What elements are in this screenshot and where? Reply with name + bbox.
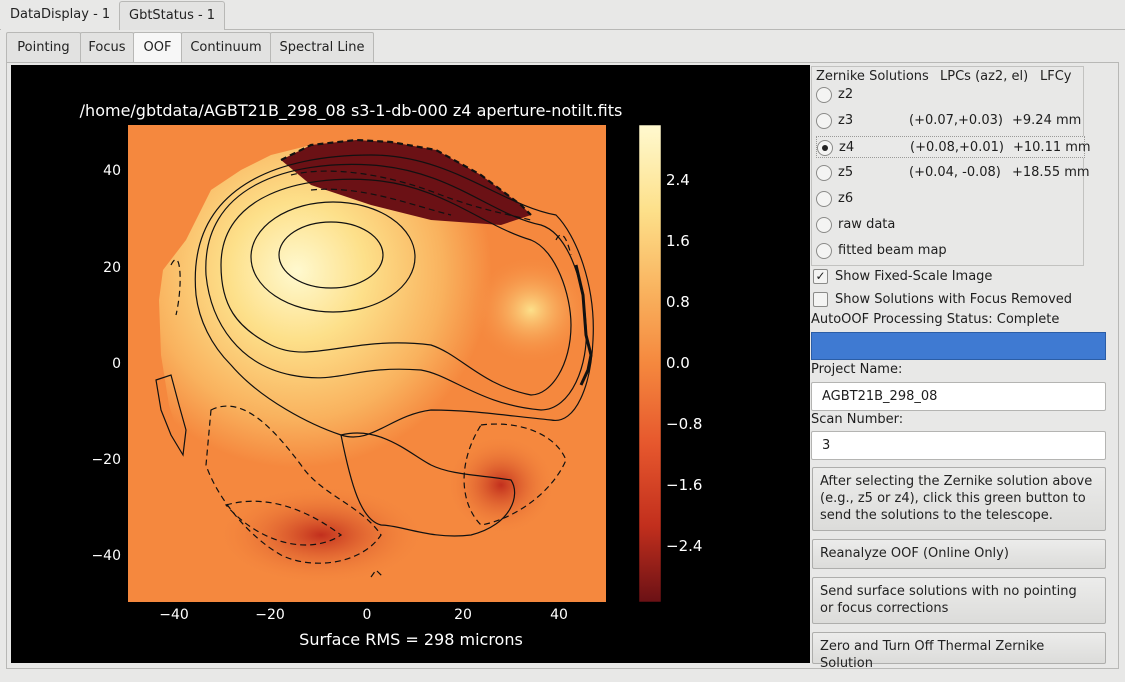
x-tick-label: 40 (550, 607, 568, 623)
y-tick-label: 40 (103, 163, 121, 179)
radio-button[interactable] (816, 165, 832, 181)
zernike-option-z4[interactable]: z4 (+0.08,+0.01) +10.11 mm (816, 136, 1091, 158)
aperture-plot: /home/gbtdata/AGBT21B_298_08 s3-1-db-000… (11, 65, 810, 663)
checkbox-unchecked[interactable] (813, 292, 828, 307)
warm-lobe-east (471, 255, 591, 365)
colorbar-tick-label: −2.4 (666, 537, 702, 555)
solid-contours (155, 154, 594, 537)
zernike-option-z5[interactable]: z5 (+0.04, -0.08) +18.55 mm (816, 162, 1090, 184)
radio-button[interactable] (816, 191, 832, 207)
radio-button[interactable] (816, 243, 832, 259)
zernike-option-lpc: (+0.04, -0.08) (909, 165, 1001, 180)
zernike-header-title: Zernike Solutions (816, 69, 929, 84)
zernike-option-label: z5 (838, 165, 854, 180)
radio-button[interactable] (816, 87, 832, 103)
colorbar-tick-label: 0.8 (666, 293, 690, 311)
y-tick-label: −40 (91, 548, 121, 564)
scan-number-label: Scan Number: (811, 412, 904, 427)
processing-status-label: AutoOOF Processing Status: Complete (811, 312, 1060, 327)
zernike-option-lfc: +18.55 mm (1012, 165, 1090, 180)
y-tick-label: 20 (103, 260, 121, 276)
y-axis-ticks: 40 20 0 −20 −40 (91, 163, 121, 564)
zernike-option-label: z6 (838, 191, 854, 206)
zernike-option-z6[interactable]: z6 (816, 188, 1085, 210)
y-tick-label: 0 (112, 356, 121, 372)
control-panel: Zernike Solutions LPCs (az2, el) LFCy z2… (811, 62, 1111, 671)
checkbox-checked[interactable]: ✓ (813, 269, 828, 284)
surface-rms-label: Surface RMS = 298 microns (299, 630, 523, 649)
window-tab-bar: DataDisplay - 1 GbtStatus - 1 (0, 0, 1125, 30)
tab-continuum[interactable]: Continuum (181, 32, 271, 63)
y-tick-label: −20 (91, 452, 121, 468)
project-name-label: Project Name: (811, 362, 903, 377)
radio-button[interactable] (816, 113, 832, 129)
x-axis-ticks: −40 −20 0 20 40 (159, 607, 568, 623)
colorbar-ticks: 2.4 1.6 0.8 0.0 −0.8 −1.6 −2.4 (666, 171, 702, 555)
x-tick-label: 20 (454, 607, 472, 623)
colorbar-tick-label: 1.6 (666, 232, 690, 250)
radio-button[interactable] (816, 217, 832, 233)
show-focus-removed-label: Show Solutions with Focus Removed (835, 292, 1073, 307)
colorbar-tick-label: −1.6 (666, 476, 702, 494)
x-tick-label: 0 (363, 607, 372, 623)
zernike-option-z3[interactable]: z3 (+0.07,+0.03) +9.24 mm (816, 110, 1085, 132)
zernike-option-z2[interactable]: z2 (816, 84, 1085, 106)
zernike-header-lpc: LPCs (az2, el) (940, 69, 1029, 84)
zernike-option-label: fitted beam map (838, 243, 947, 258)
radio-button-selected[interactable] (817, 140, 833, 156)
zernike-option-lpc: (+0.08,+0.01) (910, 140, 1004, 155)
zernike-option-label: z4 (839, 140, 855, 155)
send-solutions-button[interactable]: After selecting the Zernike solution abo… (812, 467, 1106, 531)
cold-region-southeast (446, 435, 556, 535)
zernike-option-label: z2 (838, 87, 854, 102)
zernike-option-lpc: (+0.07,+0.03) (909, 113, 1003, 128)
zernike-option-fitted-beam-map[interactable]: fitted beam map (816, 240, 1085, 262)
project-name-field[interactable]: AGBT21B_298_08 (811, 382, 1106, 411)
tab-spectral-line[interactable]: Spectral Line (270, 32, 374, 63)
colorbar-tick-label: 0.0 (666, 354, 690, 372)
zernike-option-raw-data[interactable]: raw data (816, 214, 1085, 236)
processing-status-bar (811, 332, 1106, 360)
send-surface-solutions-button[interactable]: Send surface solutions with no pointing … (812, 577, 1106, 624)
tab-pointing[interactable]: Pointing (6, 32, 81, 63)
window-tab-gbtstatus[interactable]: GbtStatus - 1 (119, 1, 226, 30)
dashed-contours (170, 138, 572, 578)
plot-title: /home/gbtdata/AGBT21B_298_08 s3-1-db-000… (80, 101, 623, 121)
window-tab-datadisplay[interactable]: DataDisplay - 1 (1, 1, 120, 30)
zernike-option-label: z3 (838, 113, 854, 128)
scan-number-field[interactable]: 3 (811, 431, 1106, 460)
reanalyze-oof-button[interactable]: Reanalyze OOF (Online Only) (812, 539, 1106, 569)
colorbar (638, 124, 662, 603)
tab-focus[interactable]: Focus (80, 32, 134, 63)
colorbar-tick-label: 2.4 (666, 171, 690, 189)
zernike-option-label: raw data (838, 217, 896, 232)
zernike-option-lfc: +9.24 mm (1012, 113, 1082, 128)
zernike-option-lfc: +10.11 mm (1013, 140, 1091, 155)
zero-thermal-zernike-button[interactable]: Zero and Turn Off Thermal Zernike Soluti… (812, 632, 1106, 671)
zernike-header-lfc: LFCy (1040, 69, 1072, 84)
x-tick-label: −20 (255, 607, 285, 623)
zernike-solutions-group: Zernike Solutions LPCs (az2, el) LFCy z2… (811, 66, 1091, 266)
tab-oof[interactable]: OOF (133, 32, 182, 64)
show-fixed-scale-label: Show Fixed-Scale Image (835, 269, 993, 284)
colorbar-tick-label: −0.8 (666, 415, 702, 433)
cold-region-south (216, 485, 426, 585)
x-tick-label: −40 (159, 607, 189, 623)
